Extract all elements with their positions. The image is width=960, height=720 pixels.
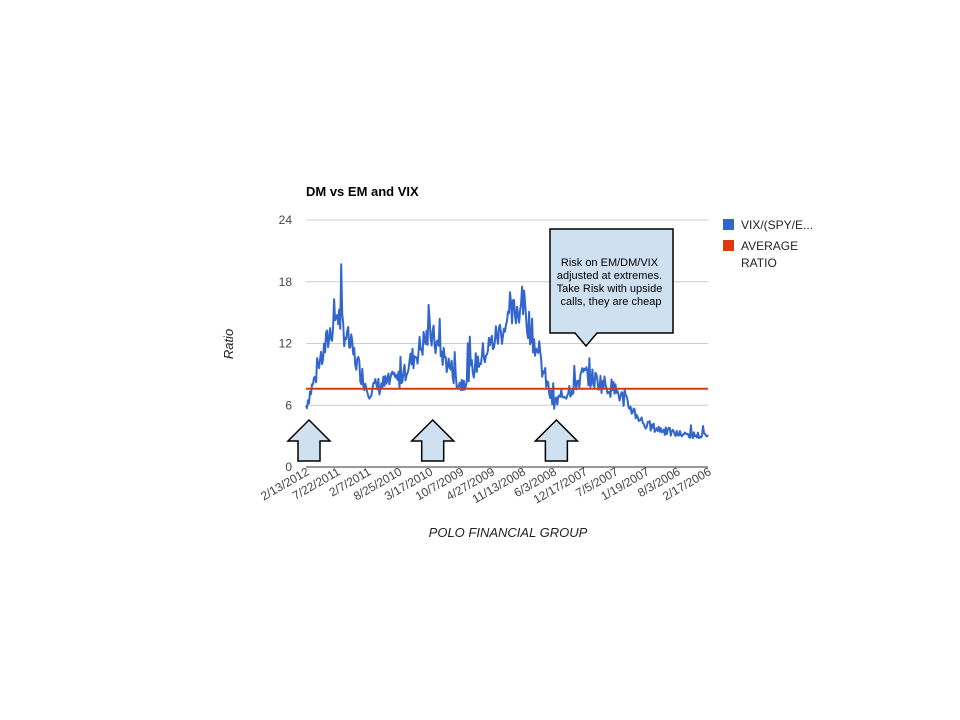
legend: VIX/(SPY/E... AVERAGE RATIO bbox=[723, 218, 813, 270]
y-tick-label: 12 bbox=[279, 337, 293, 351]
arrow-markers bbox=[286, 418, 580, 462]
callout-text: Risk on EM/DM/VIX adjusted at extremes. … bbox=[557, 257, 666, 308]
y-tick-label: 0 bbox=[285, 460, 292, 474]
up-arrow-icon bbox=[533, 418, 580, 462]
y-axis-title: Ratio bbox=[221, 329, 236, 359]
legend-label-average-line2: RATIO bbox=[741, 256, 777, 270]
callout-line-4: calls, they are cheap bbox=[561, 296, 662, 308]
legend-swatch-average bbox=[723, 240, 734, 251]
up-arrow-icon bbox=[286, 418, 332, 462]
legend-swatch-vix bbox=[723, 219, 734, 230]
legend-label-vix: VIX/(SPY/E... bbox=[741, 218, 813, 232]
callout-line-1: Risk on EM/DM/VIX bbox=[561, 257, 659, 269]
up-arrow-icon bbox=[409, 418, 456, 462]
callout-box bbox=[549, 228, 674, 348]
y-tick-label: 18 bbox=[279, 275, 293, 289]
legend-label-average: AVERAGE RATIO bbox=[741, 239, 801, 270]
y-tick-labels: 0 6 12 18 24 bbox=[279, 213, 293, 474]
y-tick-label: 24 bbox=[279, 213, 293, 227]
series-line-vix bbox=[305, 263, 709, 440]
chart-title: DM vs EM and VIX bbox=[306, 184, 419, 199]
x-axis-title: POLO FINANCIAL GROUP bbox=[429, 525, 588, 540]
callout-line-3: Take Risk with upside bbox=[557, 283, 663, 295]
y-tick-label: 6 bbox=[285, 398, 292, 412]
legend-label-average-line1: AVERAGE bbox=[741, 239, 798, 253]
series-layer bbox=[305, 263, 709, 440]
grid bbox=[306, 219, 708, 406]
callout-line-2: adjusted at extremes. bbox=[557, 270, 662, 282]
x-tick-labels: 2/13/20127/22/20112/7/20118/25/20103/17/… bbox=[258, 464, 714, 506]
annotation-callout: Risk on EM/DM/VIX adjusted at extremes. … bbox=[549, 228, 674, 348]
